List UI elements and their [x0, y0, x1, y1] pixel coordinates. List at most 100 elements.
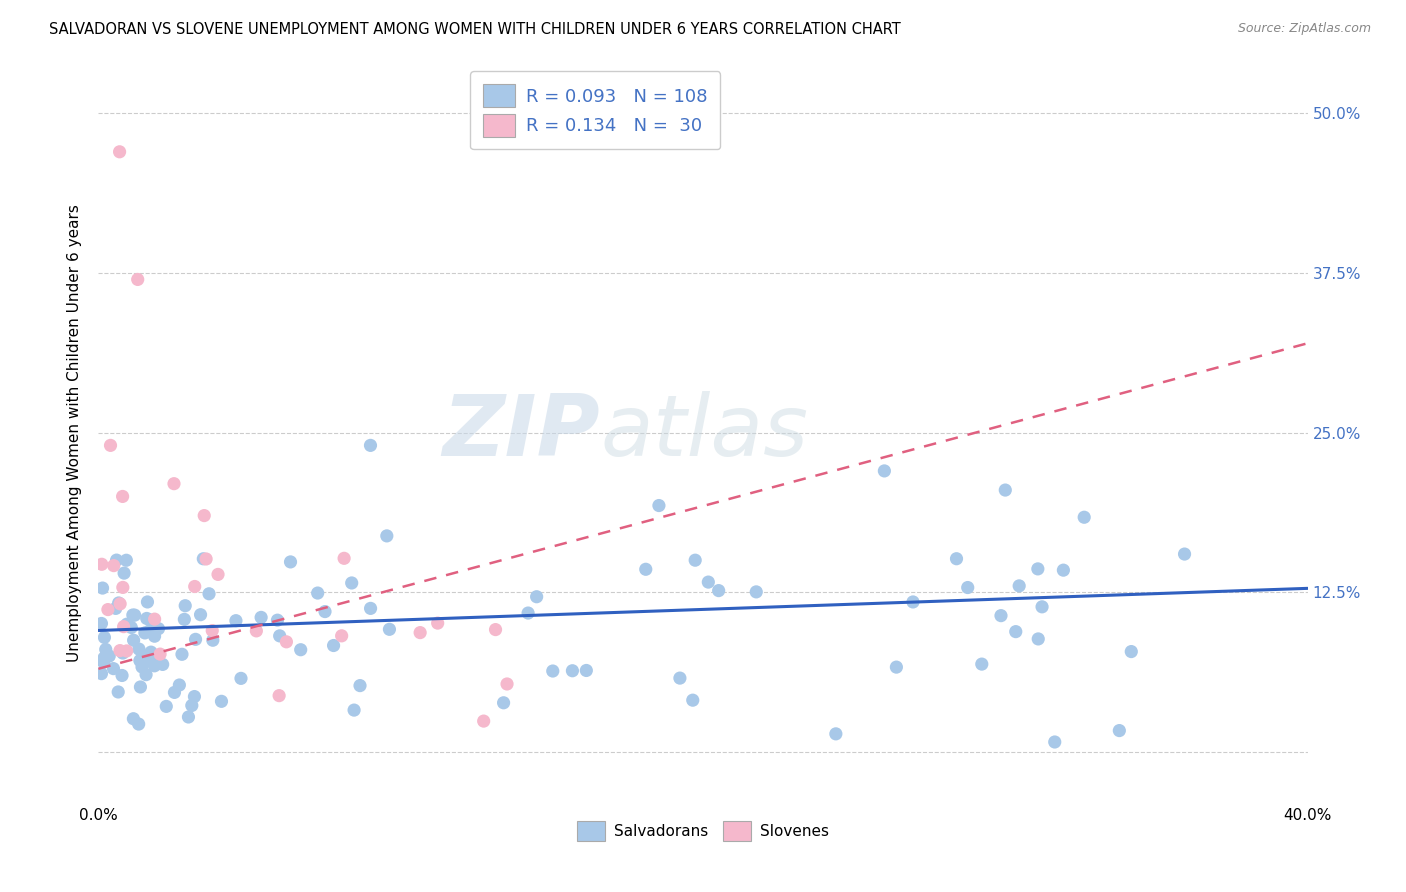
Point [143, 653, 166, 667]
Point [152, 657, 174, 672]
Point [131, 660, 153, 674]
Point [134, 626, 156, 640]
Point [707, 583, 730, 598]
Point [409, 625, 432, 640]
Point [201, 624, 224, 638]
Point [378, 623, 401, 637]
Point [873, 464, 896, 478]
Point [98, 648, 121, 663]
Point [127, 272, 149, 286]
Point [93, 651, 115, 665]
Point [901, 595, 924, 609]
Point [136, 595, 159, 609]
Point [290, 642, 312, 657]
Point [360, 601, 382, 615]
Point [1073, 510, 1095, 524]
Point [956, 581, 979, 595]
Point [492, 696, 515, 710]
Point [143, 612, 166, 626]
Point [340, 576, 363, 591]
Point [177, 710, 200, 724]
Point [280, 555, 302, 569]
Point [124, 608, 146, 623]
Point [169, 678, 191, 692]
Point [575, 664, 598, 678]
Point [198, 587, 221, 601]
Point [173, 612, 195, 626]
Point [245, 624, 267, 638]
Point [115, 644, 138, 658]
Point [266, 613, 288, 627]
Text: ZIP: ZIP [443, 391, 600, 475]
Point [107, 596, 129, 610]
Point [138, 624, 160, 638]
Point [111, 646, 134, 660]
Point [193, 508, 215, 523]
Text: Source: ZipAtlas.com: Source: ZipAtlas.com [1237, 22, 1371, 36]
Point [1026, 632, 1049, 646]
Point [128, 654, 150, 668]
Point [375, 529, 398, 543]
Point [343, 703, 366, 717]
Point [697, 575, 720, 590]
Point [148, 622, 170, 636]
Point [120, 620, 142, 634]
Point [111, 581, 134, 595]
Point [183, 690, 205, 704]
Point [90, 616, 112, 631]
Point [886, 660, 908, 674]
Point [90, 558, 112, 572]
Point [128, 717, 150, 731]
Text: SALVADORAN VS SLOVENE UNEMPLOYMENT AMONG WOMEN WITH CHILDREN UNDER 6 YEARS CORRE: SALVADORAN VS SLOVENE UNEMPLOYMENT AMONG… [49, 22, 901, 37]
Point [229, 672, 252, 686]
Point [184, 632, 207, 647]
Point [128, 642, 150, 657]
Point [112, 566, 135, 581]
Point [108, 643, 131, 657]
Point [682, 693, 704, 707]
Legend: Salvadorans, Slovenes: Salvadorans, Slovenes [571, 815, 835, 847]
Point [108, 597, 131, 611]
Point [472, 714, 495, 728]
Point [669, 671, 692, 685]
Point [1031, 599, 1053, 614]
Point [149, 647, 172, 661]
Point [170, 648, 193, 662]
Point [97, 602, 120, 616]
Point [111, 490, 134, 504]
Text: atlas: atlas [600, 391, 808, 475]
Point [207, 567, 229, 582]
Point [1008, 579, 1031, 593]
Point [139, 645, 162, 659]
Point [994, 483, 1017, 497]
Point [135, 667, 157, 681]
Point [269, 629, 291, 643]
Point [132, 653, 155, 667]
Point [93, 655, 115, 669]
Point [100, 438, 122, 452]
Point [112, 619, 135, 633]
Point [1026, 562, 1049, 576]
Point [484, 623, 506, 637]
Point [250, 610, 273, 624]
Point [496, 677, 519, 691]
Point [349, 679, 371, 693]
Point [105, 553, 128, 567]
Point [183, 580, 205, 594]
Point [115, 617, 138, 632]
Point [1121, 644, 1143, 658]
Point [276, 635, 298, 649]
Point [824, 727, 846, 741]
Point [225, 614, 247, 628]
Point [426, 616, 449, 631]
Point [561, 664, 583, 678]
Point [307, 586, 329, 600]
Point [1108, 723, 1130, 738]
Y-axis label: Unemployment Among Women with Children Under 6 years: Unemployment Among Women with Children U… [67, 203, 83, 662]
Point [135, 611, 157, 625]
Point [139, 613, 162, 627]
Point [526, 590, 548, 604]
Point [190, 607, 212, 622]
Point [121, 607, 143, 622]
Point [970, 657, 993, 672]
